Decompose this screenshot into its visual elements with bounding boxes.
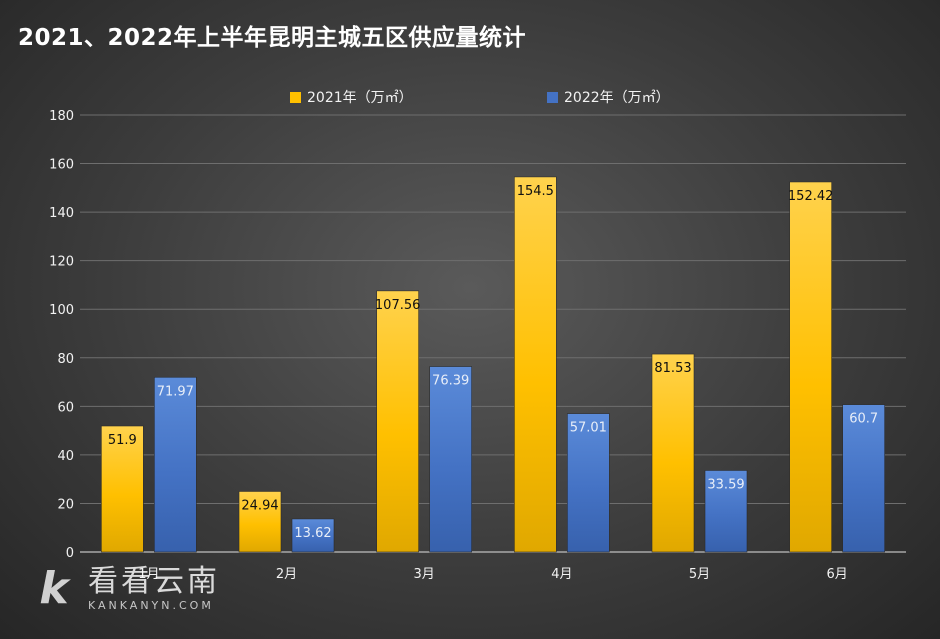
data-label: 152.42: [788, 189, 834, 204]
y-tick-label: 40: [57, 449, 74, 464]
data-label: 33.59: [707, 477, 744, 492]
x-tick-label: 1月: [138, 567, 159, 582]
bar: [704, 470, 748, 553]
watermark-url: KANKANYN.COM: [88, 598, 214, 612]
bar: [238, 491, 282, 553]
y-tick-label: 140: [49, 206, 74, 221]
data-label: 57.01: [570, 421, 607, 436]
x-tick-label: 4月: [551, 567, 572, 582]
y-tick-label: 100: [49, 303, 74, 318]
data-label: 60.7: [849, 412, 878, 427]
x-tick-label: 5月: [689, 567, 710, 582]
data-label: 81.53: [654, 361, 691, 376]
y-tick-label: 120: [49, 255, 74, 270]
x-tick-label: 6月: [827, 567, 848, 582]
y-tick-label: 0: [66, 546, 74, 561]
y-tick-label: 180: [49, 109, 74, 124]
legend-label: 2021年（万㎡）: [307, 90, 413, 106]
y-tick-label: 60: [57, 400, 74, 415]
bar: [567, 413, 610, 553]
bar: [154, 376, 197, 553]
bar: [842, 404, 885, 553]
bar: [101, 425, 144, 553]
watermark-text: 看看云南: [88, 563, 220, 599]
data-label: 13.62: [294, 526, 331, 541]
data-label: 51.9: [108, 433, 137, 448]
y-tick-label: 80: [57, 352, 74, 367]
legend-swatch: [290, 92, 301, 103]
bar: [514, 176, 557, 553]
legend-label: 2022年（万㎡）: [564, 90, 670, 106]
bar: [291, 518, 335, 553]
chart-title: 2021、2022年上半年昆明主城五区供应量统计: [18, 25, 527, 51]
data-label: 71.97: [157, 384, 194, 399]
x-tick-label: 3月: [414, 567, 435, 582]
watermark: k 看看云南 KANKANYN.COM: [30, 560, 220, 616]
bar: [789, 181, 832, 553]
x-tick-label: 2月: [276, 567, 297, 582]
y-tick-label: 160: [49, 158, 74, 173]
data-label: 24.94: [241, 498, 278, 513]
kankan-logo-icon: k: [39, 562, 69, 614]
data-label: 154.5: [517, 184, 554, 199]
bar: [429, 366, 472, 553]
bar: [651, 353, 695, 553]
y-tick-label: 20: [57, 497, 74, 512]
bar: [376, 290, 419, 553]
legend-swatch: [547, 92, 558, 103]
data-label: 107.56: [375, 298, 421, 313]
data-label: 76.39: [432, 374, 469, 389]
